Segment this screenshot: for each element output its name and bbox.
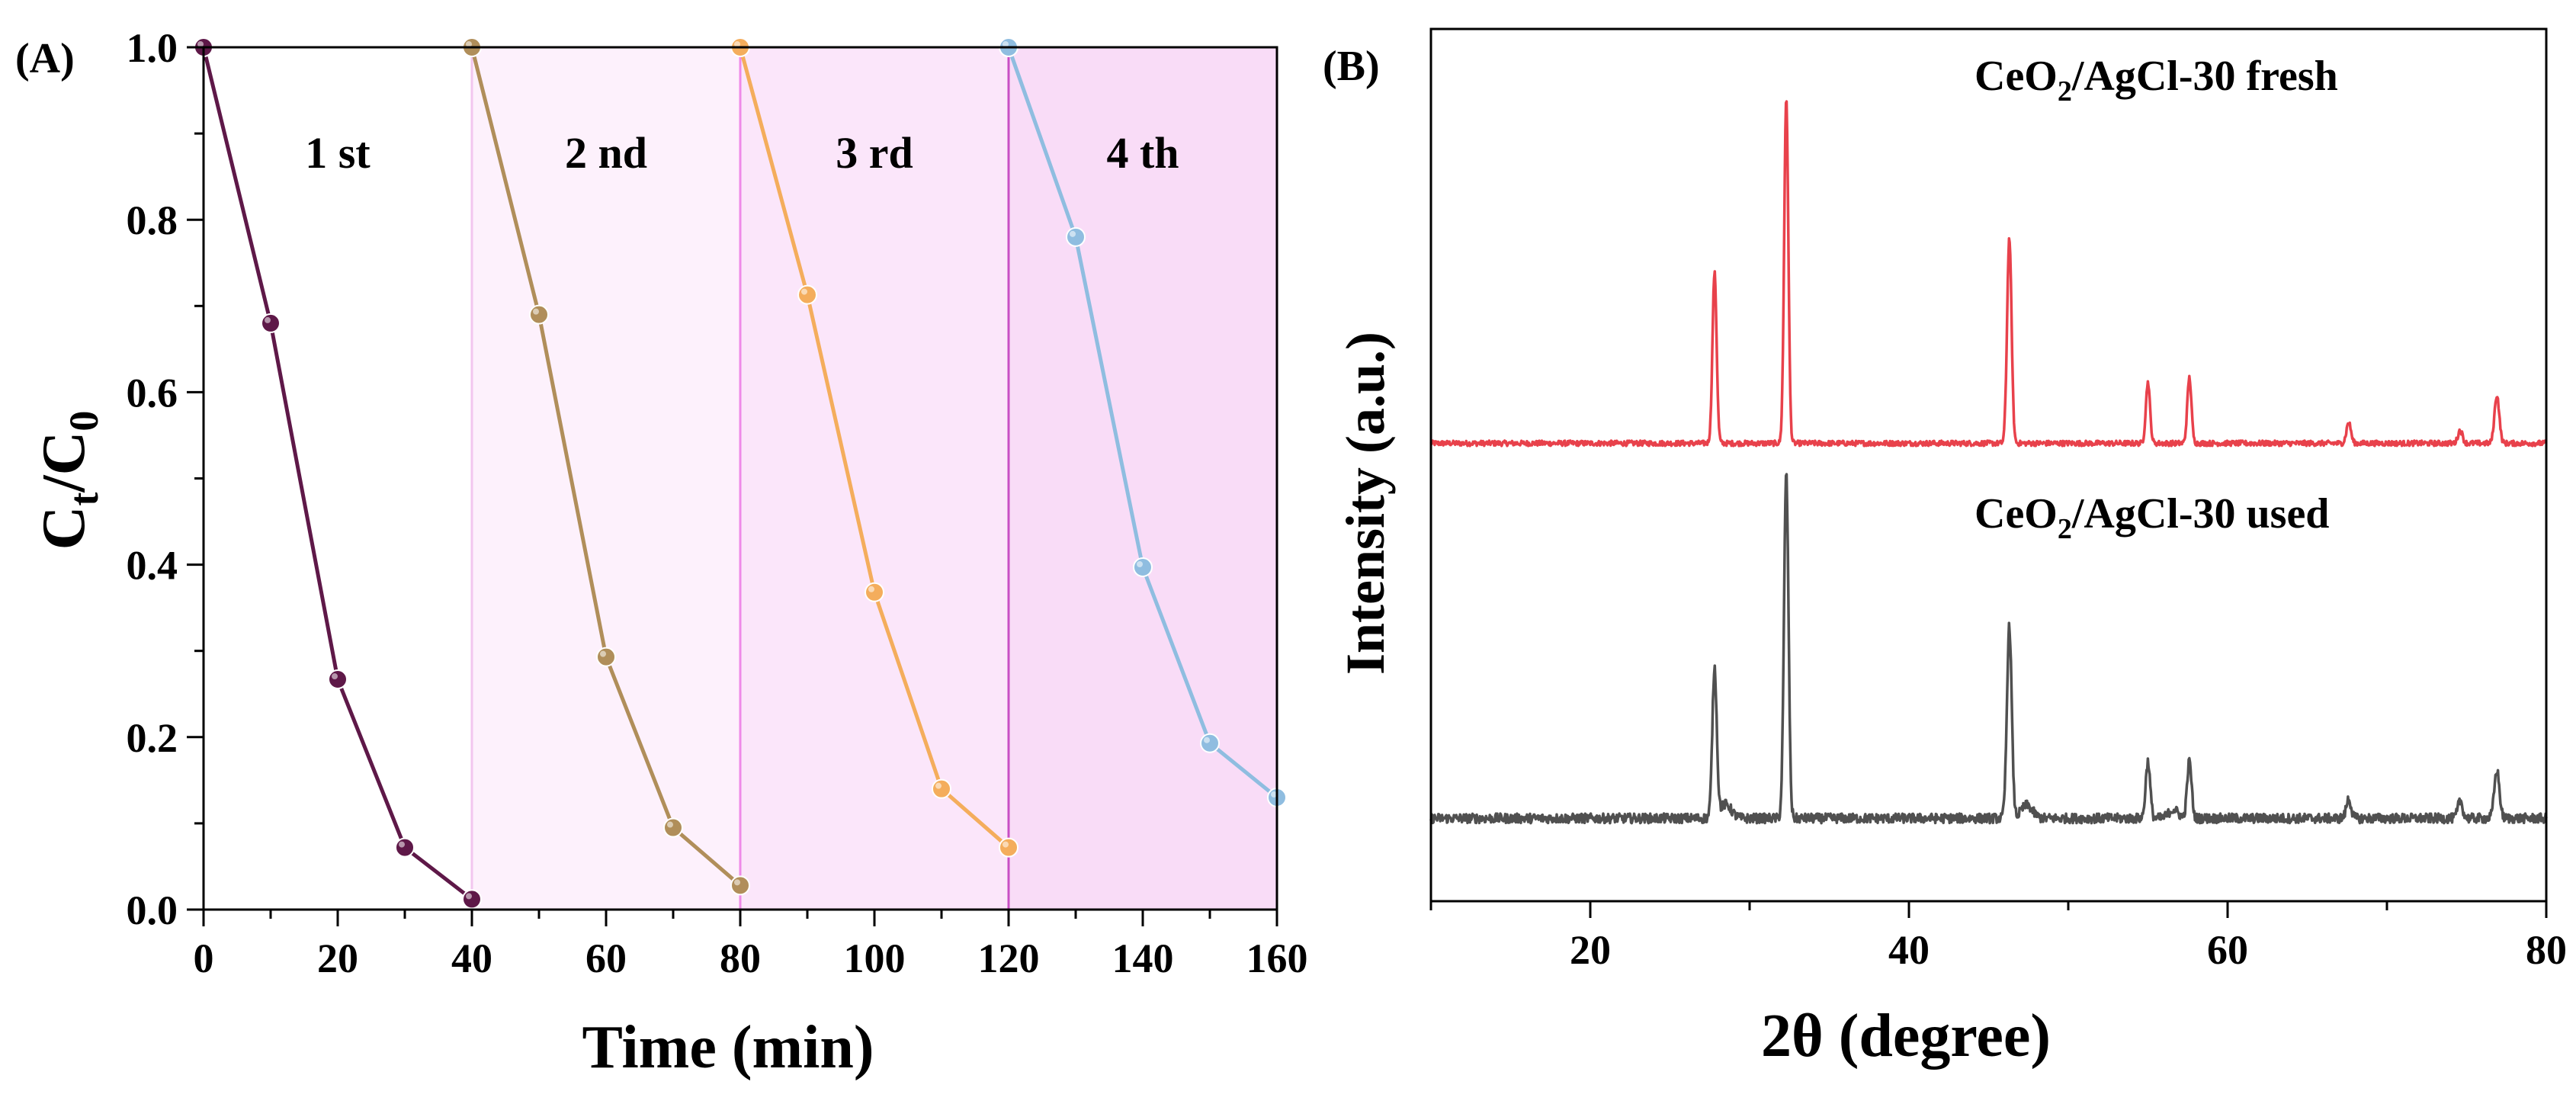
a-region-4 xyxy=(1009,47,1277,910)
panel-a-chart: 1 st 2 nd 3 rd 4 th 0 20 40 60 80 100 120 140 160 0… xyxy=(15,25,1308,1081)
a-x-tick-label: 40 xyxy=(451,936,492,981)
a-y-tick-label: 1.0 xyxy=(127,25,178,71)
a-x-tick-label: 0 xyxy=(194,936,214,981)
a-x-axis-title: Time (min) xyxy=(582,1014,874,1081)
a-point-highlight xyxy=(935,782,942,789)
b-series xyxy=(1429,100,2548,825)
a-point xyxy=(328,669,348,690)
a-y-tick-label: 0.4 xyxy=(127,543,178,589)
a-point-highlight xyxy=(197,41,204,47)
panel-b-label: (B) xyxy=(1323,43,1380,90)
b-x-axis: 20 40 60 80 xyxy=(1429,901,2567,973)
a-point-highlight xyxy=(1002,841,1009,848)
a-region-label-1: 1 st xyxy=(305,128,371,178)
a-point xyxy=(395,837,415,858)
a-x-tick-label: 80 xyxy=(720,936,761,981)
a-point-highlight xyxy=(1271,791,1277,798)
a-point xyxy=(529,304,549,325)
a-y-axis: 0.0 0.2 0.4 0.6 0.8 1.0 xyxy=(127,25,204,933)
a-point-highlight xyxy=(667,821,673,828)
a-x-axis: 0 20 40 60 80 100 120 140 160 xyxy=(194,910,1308,981)
panel-a-label: (A) xyxy=(15,35,75,82)
a-series xyxy=(194,37,1287,910)
a-region-labels: 1 st 2 nd 3 rd 4 th xyxy=(305,128,1179,178)
a-point xyxy=(797,284,817,305)
a-y-title-sub2: 0 xyxy=(61,411,107,432)
a-region-3 xyxy=(740,47,1009,910)
a-x-tick-label: 100 xyxy=(844,936,906,981)
a-point-highlight xyxy=(466,41,472,47)
a-point-highlight xyxy=(868,586,874,592)
a-region-label-2: 2 nd xyxy=(565,128,647,178)
a-x-tick-label: 60 xyxy=(585,936,627,981)
a-regions xyxy=(204,47,1277,910)
a-point xyxy=(1066,226,1086,247)
b-series-line-1 xyxy=(1429,100,2548,448)
a-point xyxy=(932,778,951,799)
a-point xyxy=(596,647,616,667)
a-point xyxy=(462,889,482,910)
a-region-1 xyxy=(204,47,472,910)
b-series-label-fresh: CeO2/AgCl-30 fresh xyxy=(1975,53,2338,108)
a-x-tick-label: 160 xyxy=(1246,936,1308,981)
a-point-highlight xyxy=(332,673,338,680)
a-point-highlight xyxy=(1070,230,1076,237)
b-y-axis-title: Intensity (a.u.) xyxy=(1335,332,1396,675)
a-point xyxy=(261,313,281,333)
a-point-highlight xyxy=(466,893,472,900)
b-x-axis-title: 2θ (degree) xyxy=(1761,1003,2051,1070)
a-y-title-mid: /C xyxy=(30,432,98,493)
b-series-line-2 xyxy=(1429,473,2548,825)
b-series-label-used: CeO2/AgCl-30 used xyxy=(1975,490,2329,545)
b-x-tick-label: 60 xyxy=(2207,927,2248,973)
b-x-tick-label: 40 xyxy=(1888,927,1930,973)
a-point-highlight xyxy=(399,841,405,848)
a-y-tick-label: 0.2 xyxy=(127,715,178,761)
a-point-highlight xyxy=(734,41,740,47)
a-region-label-4: 4 th xyxy=(1106,128,1179,178)
a-point-highlight xyxy=(533,308,539,315)
a-point-highlight xyxy=(1204,737,1210,743)
panel-b-chart: 20 40 60 80 (B) 2θ (degree) Intensity (a.u.… xyxy=(1323,27,2567,1070)
b-plot-frame xyxy=(1429,27,2548,903)
a-point xyxy=(865,582,884,602)
a-x-tick-label: 120 xyxy=(978,936,1040,981)
a-point xyxy=(663,817,683,838)
a-point-highlight xyxy=(801,288,807,295)
a-x-tick-label: 20 xyxy=(317,936,358,981)
a-y-title-sub1: t xyxy=(61,493,107,506)
a-point-highlight xyxy=(600,650,606,657)
a-point xyxy=(1133,557,1153,577)
a-point-highlight xyxy=(265,316,271,323)
a-region-2 xyxy=(472,47,740,910)
a-point xyxy=(999,837,1019,858)
a-y-axis-title: Ct/C0 xyxy=(30,411,107,550)
b-x-tick-label: 80 xyxy=(2526,927,2567,973)
a-point-highlight xyxy=(1137,560,1143,567)
a-point-highlight xyxy=(1002,41,1009,47)
a-point xyxy=(1200,733,1220,753)
a-y-tick-label: 0.6 xyxy=(127,370,178,416)
a-point-highlight xyxy=(734,879,740,886)
a-x-tick-label: 140 xyxy=(1112,936,1174,981)
a-y-tick-label: 0.8 xyxy=(127,197,178,243)
a-y-tick-label: 0.0 xyxy=(127,887,178,933)
a-point xyxy=(730,875,750,896)
a-region-label-3: 3 rd xyxy=(836,128,913,178)
b-x-tick-label: 20 xyxy=(1570,927,1611,973)
a-y-title-c: C xyxy=(30,506,98,550)
